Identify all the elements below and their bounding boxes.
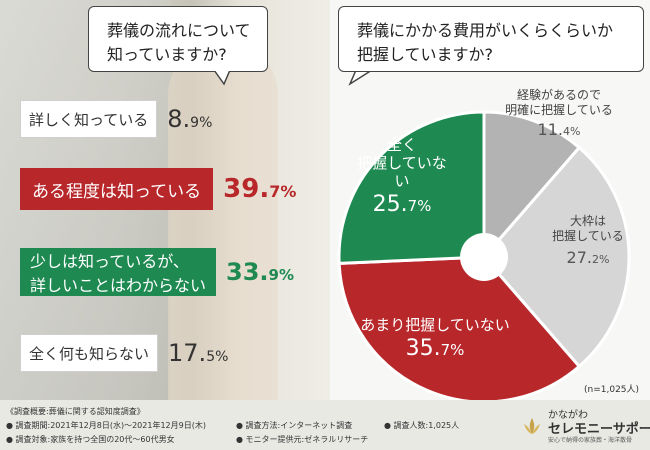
logo-tagline: 安心で納得の家族葬・海洋散骨: [548, 437, 633, 444]
answer-label: 少しは知っているが、 詳しいことはわからない: [20, 248, 217, 296]
slice-label-line: 大枠は: [569, 214, 606, 228]
slice-label-line: 把握していない: [357, 154, 447, 190]
right-question-bubble: 葬儀にかかる費用がいくらくらいか 把握していますか?: [338, 6, 644, 72]
answer-row-none: 全く何も知らない 17.5%: [20, 334, 228, 372]
answer-value: 8.9%: [167, 105, 213, 133]
slice-label-line: 経験があるので: [516, 88, 601, 102]
answer-label: 詳しく知っている: [20, 100, 158, 138]
answer-row-detailed: 詳しく知っている 8.9%: [20, 100, 212, 138]
footer: 《調査概要:葬儀に関する認知度調査》 ● 調査期間:2021年12月8日(水)〜…: [0, 400, 650, 450]
slice-value: 11.4%: [537, 120, 581, 139]
left-question-line2: 知っていますか?: [107, 45, 227, 64]
right-question-line2: 把握していますか?: [357, 45, 494, 64]
slice-label-line: 全く: [386, 136, 417, 154]
slice-experience: [482, 110, 582, 262]
footer-count: ● 調査人数:1,025人: [384, 421, 460, 430]
lotus-icon: [524, 418, 540, 434]
slice-value: 35.7%: [405, 336, 465, 361]
slice-label-line: 把握している: [552, 229, 624, 243]
right-question-line1: 葬儀にかかる費用がいくらくらいか: [357, 21, 614, 40]
answer-label: ある程度は知っている: [20, 168, 214, 210]
answer-value: 33.9%: [226, 258, 294, 286]
sample-size: (n=1,025人): [584, 385, 640, 395]
slice-label-rough: 大枠は 把握している 27.2%: [548, 214, 628, 267]
slice-rough: [482, 145, 631, 369]
answer-label: 全く何も知らない: [20, 334, 159, 372]
answer-value: 39.7%: [223, 174, 297, 204]
footer-target: ● 調査対象:家族を持つ全国の20代〜60代男女: [6, 435, 175, 444]
slice-value: 27.2%: [566, 248, 610, 267]
logo-line1: かながわ: [548, 410, 588, 421]
slice-label-not-much: あまり把握していない 35.7%: [350, 316, 520, 361]
logo-line2: セレモニーサポート: [548, 422, 650, 437]
slice-label-line: あまり把握していない: [360, 316, 510, 334]
slice-value: 25.7%: [372, 192, 432, 217]
answer-row-little: 少しは知っているが、 詳しいことはわからない 33.9%: [20, 248, 294, 296]
pie-center-hole: [460, 233, 508, 281]
answer-row-somewhat: ある程度は知っている 39.7%: [20, 168, 297, 210]
company-logo: かながわ セレモニーサポート 安心で納得の家族葬・海洋散骨: [520, 406, 650, 446]
praying-hands-photo: [168, 40, 278, 400]
footer-period: ● 調査期間:2021年12月8日(水)〜2021年12月9日(木): [6, 421, 206, 430]
answer-label-line1: 少しは知っているが、: [30, 252, 189, 271]
slice-label-experience: 経験があるので 明確に把握している 11.4%: [494, 88, 624, 139]
footer-method: ● 調査方法:インターネット調査: [236, 421, 353, 430]
answer-value: 17.5%: [168, 339, 229, 367]
left-question-line1: 葬儀の流れについて: [107, 21, 251, 40]
slice-not-much: [337, 255, 582, 404]
footer-provider: ● モニター提供元:ゼネラルリサーチ: [236, 435, 369, 444]
slice-label-line: 明確に把握している: [505, 103, 613, 117]
answer-label-line2: 詳しいことはわからない: [30, 276, 207, 295]
footer-summary: 《調査概要:葬儀に関する認知度調査》: [6, 407, 145, 416]
slice-label-not-at-all: 全く 把握していない 25.7%: [352, 136, 452, 217]
slice-not-at-all: [337, 110, 486, 265]
left-question-bubble: 葬儀の流れについて 知っていますか?: [88, 6, 268, 72]
